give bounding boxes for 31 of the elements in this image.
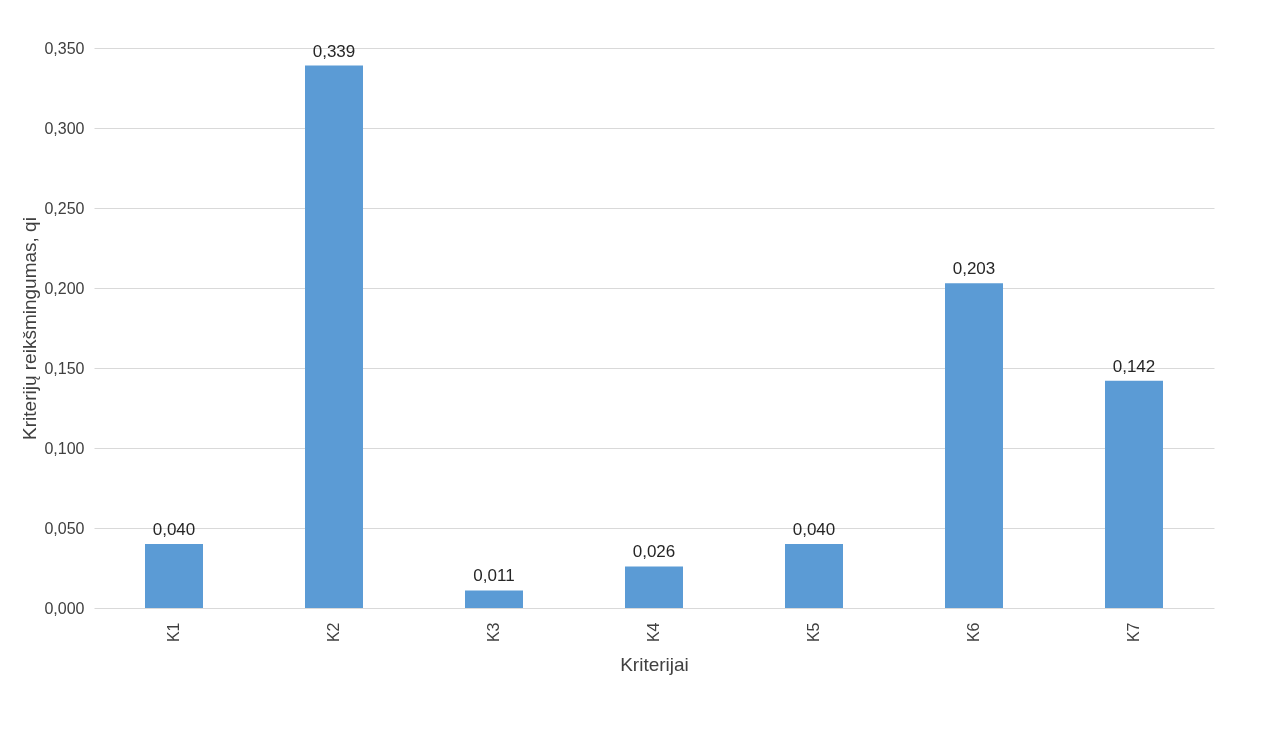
data-label: 0,142	[1112, 356, 1156, 376]
x-tick-label: K1	[165, 622, 182, 643]
bar	[465, 590, 523, 608]
data-label: 0,203	[952, 259, 996, 279]
y-tick-label: 0,150	[44, 359, 85, 377]
data-label: 0,011	[473, 566, 515, 586]
y-tick-label: 0,300	[44, 119, 85, 137]
x-tick-label: K5	[805, 622, 822, 643]
x-axis-title: Kriterijai	[620, 654, 689, 676]
y-tick-label: 0,100	[44, 439, 85, 457]
bar	[305, 65, 363, 608]
y-tick-label: 0,250	[44, 199, 85, 217]
y-tick-label: 0,350	[44, 39, 85, 57]
x-tick-label: K6	[965, 622, 982, 643]
bar	[1105, 380, 1163, 608]
data-label: 0,339	[312, 41, 356, 61]
y-tick-label: 0,050	[44, 519, 85, 537]
x-tick-label: K4	[645, 622, 662, 643]
data-label: 0,040	[792, 520, 836, 539]
x-tick-label: K2	[325, 622, 342, 643]
y-tick-label: 0,000	[44, 599, 85, 617]
bar	[625, 566, 683, 608]
data-label: 0,026	[632, 542, 676, 562]
y-axis-title: Kriterijų reikšmingumas, qi	[19, 217, 41, 440]
bar	[945, 283, 1003, 608]
x-tick-label: K7	[1125, 622, 1142, 643]
y-tick-label: 0,200	[44, 279, 85, 297]
x-tick-label: K3	[485, 622, 502, 643]
bar	[145, 544, 203, 608]
data-label: 0,040	[152, 520, 196, 539]
bar	[785, 544, 843, 608]
